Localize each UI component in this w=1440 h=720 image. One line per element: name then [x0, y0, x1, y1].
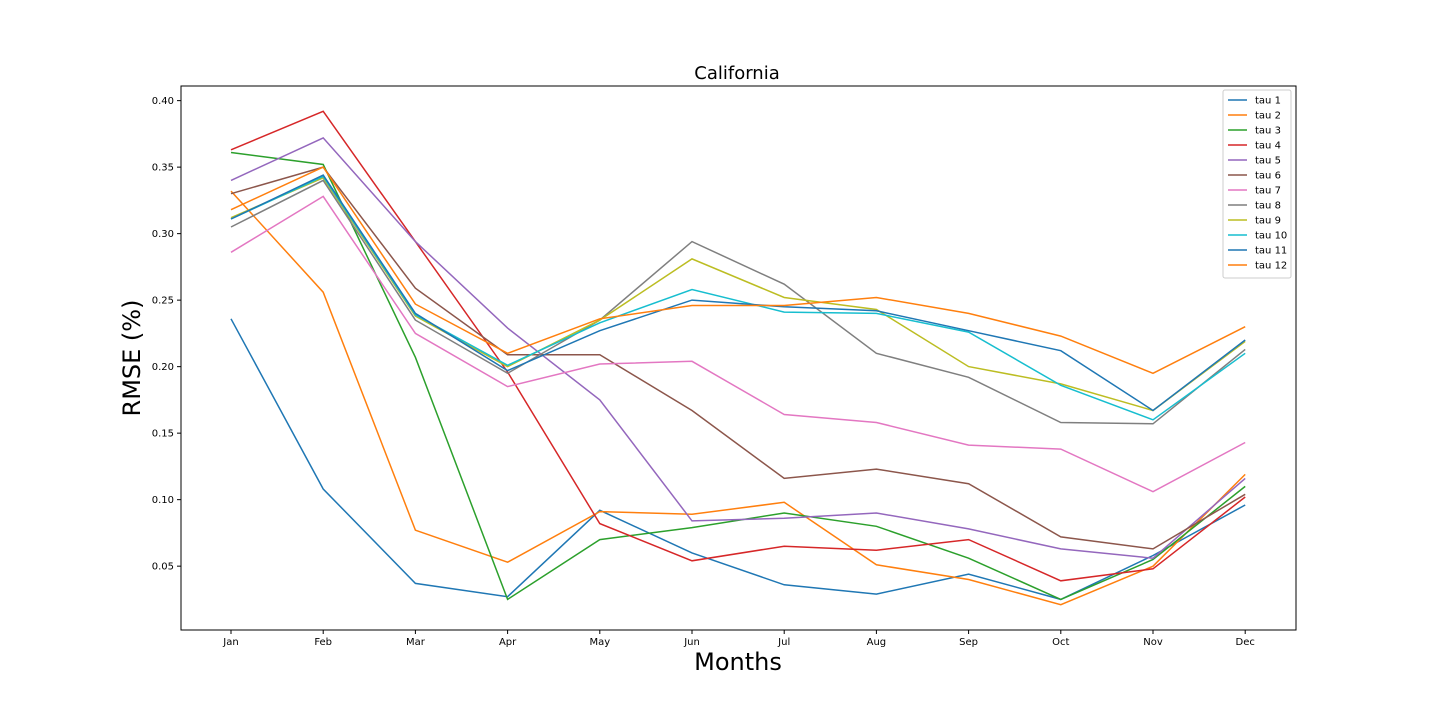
series-line-tau-9: [230, 176, 1246, 412]
x-tick-label: Feb: [314, 637, 332, 648]
legend-label: tau 5: [1255, 156, 1281, 167]
y-tick-label: 0.30: [152, 229, 174, 240]
x-tick-label: Aug: [867, 637, 887, 648]
legend-label: tau 4: [1255, 141, 1281, 152]
series-line-tau-5: [230, 136, 1246, 559]
series-line-tau-2: [230, 190, 1246, 606]
x-tick-label: Oct: [1052, 637, 1069, 648]
y-tick-label: 0.35: [152, 163, 174, 174]
plot-frame: [180, 85, 1297, 631]
series-line-tau-10: [230, 175, 1246, 421]
legend-label: tau 10: [1255, 231, 1287, 242]
series-line-tau-12: [230, 166, 1246, 375]
plot-area: 0.05 0.10 0.15 0.20 0.25 0.30 0.35 0.40 Jan Feb Ma…: [152, 85, 1297, 648]
legend-label: tau 2: [1255, 111, 1281, 122]
y-tick-label: 0.10: [152, 495, 174, 506]
x-tick-label: Jan: [222, 637, 238, 648]
y-tick-label: 0.15: [152, 429, 174, 440]
legend-label: tau 12: [1255, 261, 1287, 272]
series-line-tau-1: [230, 318, 1246, 601]
series-line-tau-6: [230, 166, 1246, 550]
x-tick-label: Sep: [959, 637, 978, 648]
y-axis-label: RMSE (%): [118, 300, 146, 417]
legend: tau 1 tau 2 tau 3 tau 4 tau 5 tau 6 tau 7 tau 8…: [1222, 89, 1292, 279]
legend-label: tau 6: [1255, 171, 1281, 182]
x-tick-label: Mar: [406, 637, 426, 648]
legend-label: tau 9: [1255, 216, 1281, 227]
legend-label: tau 7: [1255, 186, 1281, 197]
series-line-tau-3: [230, 151, 1246, 601]
x-tick-label: May: [589, 637, 610, 648]
legend-label: tau 11: [1255, 246, 1287, 257]
legend-label: tau 8: [1255, 201, 1281, 212]
legend-label: tau 1: [1255, 96, 1281, 107]
x-tick-label: Apr: [499, 637, 517, 648]
x-tick-label: Jul: [777, 637, 790, 648]
y-tick-label: 0.05: [152, 562, 174, 573]
legend-label: tau 3: [1255, 126, 1281, 137]
x-axis-label: Months: [694, 648, 782, 676]
y-tick-label: 0.25: [152, 296, 174, 307]
legend-frame: [1222, 89, 1292, 279]
y-tick-label: 0.40: [152, 96, 174, 107]
series-line-tau-11: [230, 174, 1246, 412]
x-tick-label: Jun: [683, 637, 700, 648]
chart-title: California: [694, 63, 779, 84]
series-line-tau-4: [230, 110, 1246, 582]
x-tick-label: Dec: [1236, 637, 1255, 648]
x-tick-label: Nov: [1143, 637, 1163, 648]
series-line-tau-8: [230, 179, 1246, 425]
y-tick-label: 0.20: [152, 362, 174, 373]
series-line-tau-7: [230, 195, 1246, 493]
